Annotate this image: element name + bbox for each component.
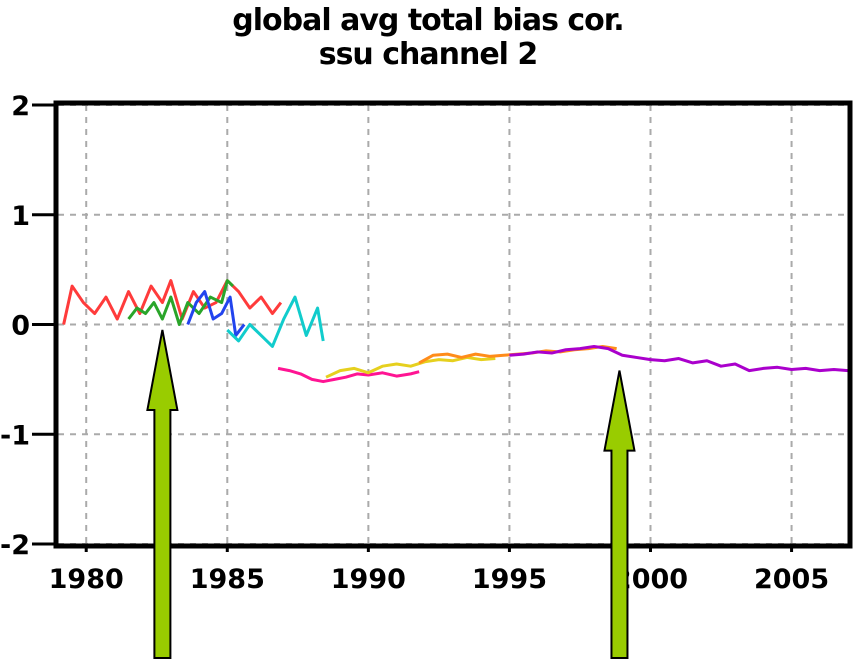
chart-title-line-1: global avg total bias cor.	[232, 3, 624, 38]
x-tick-label: 1995	[472, 564, 547, 595]
y-tick-label: 2	[11, 91, 30, 122]
data-series-line	[277, 366, 420, 384]
chart-title-line-2: ssu channel 2	[318, 37, 539, 72]
annotation-arrow	[603, 370, 636, 659]
y-tick-label: -1	[0, 420, 30, 451]
y-tick-label: 0	[11, 311, 30, 342]
x-tick-label: 1985	[190, 564, 265, 595]
data-series-line	[226, 295, 325, 348]
data-series-line	[186, 290, 246, 337]
chart-title: global avg total bias cor. ssu channel 2	[0, 4, 856, 72]
annotation-arrow	[146, 329, 179, 659]
data-series-line	[62, 279, 283, 325]
arrow-layer	[146, 329, 636, 659]
y-tick-label: 1	[11, 201, 30, 232]
grid-layer	[58, 104, 848, 545]
x-tick-label: 1980	[49, 564, 124, 595]
data-series-line	[127, 279, 234, 326]
x-tick-label: 2005	[754, 564, 829, 595]
x-tick-label: 1990	[331, 564, 406, 595]
data-series-line	[509, 344, 849, 373]
series-layer	[62, 279, 849, 384]
y-tick-label: -2	[0, 530, 30, 561]
